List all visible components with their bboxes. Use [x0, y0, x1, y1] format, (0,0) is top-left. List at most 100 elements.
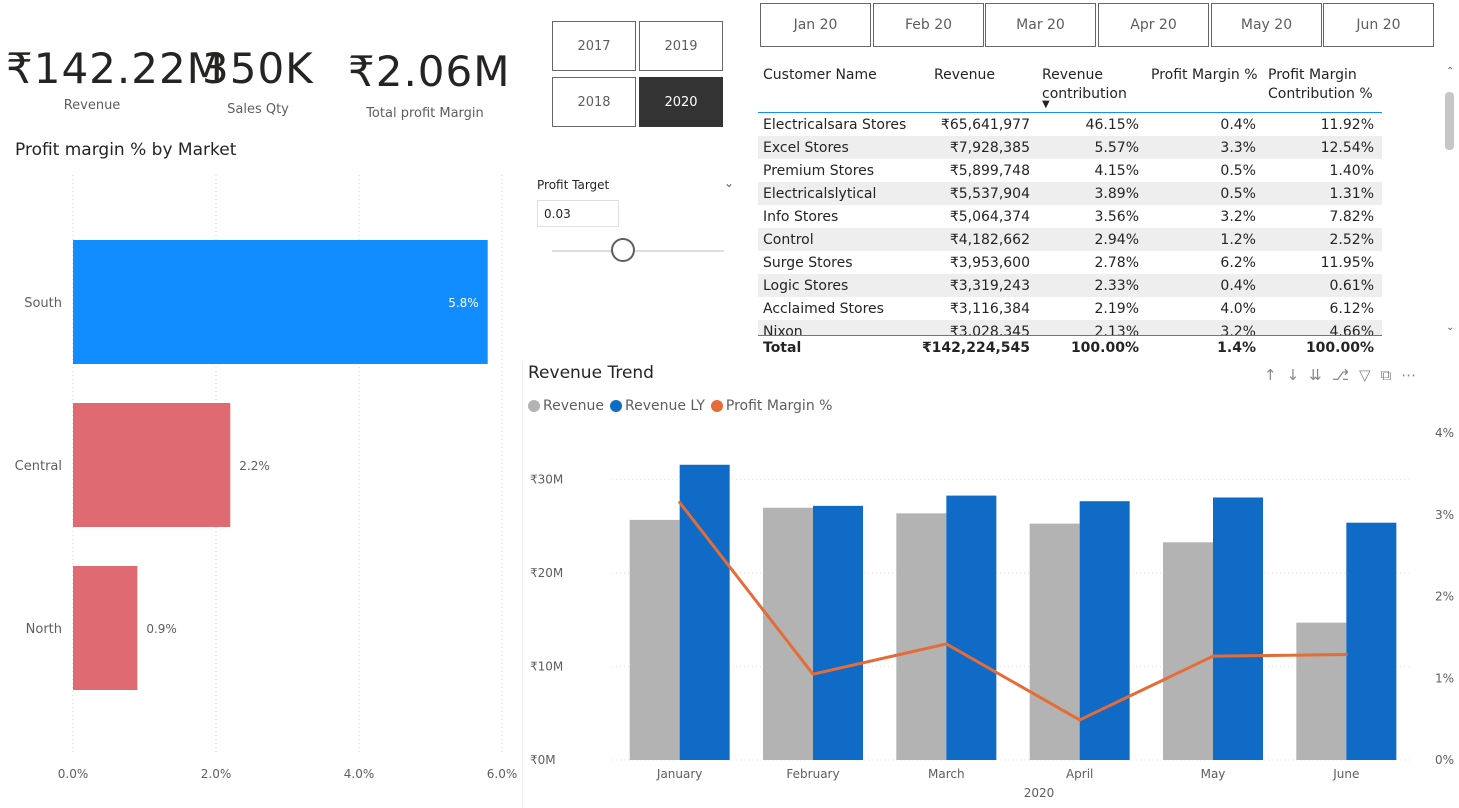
profit-margin-cell: 3.3% — [1220, 139, 1256, 156]
profit-margin-contribution-cell: 12.54% — [1320, 139, 1374, 156]
x-tick-label: June — [1332, 767, 1359, 781]
bar-revenue — [1163, 542, 1213, 760]
table-row[interactable]: Premium Stores ₹5,899,748 4.15% 0.5% 1.40% — [758, 159, 1382, 182]
table-row[interactable]: Excel Stores ₹7,928,385 5.57% 3.3% 12.54% — [758, 136, 1382, 159]
header-profit-margin[interactable]: Profit Margin % — [1151, 67, 1258, 83]
revenue-cell: ₹3,116,384 — [949, 300, 1030, 317]
header-customer-name[interactable]: Customer Name — [763, 67, 877, 83]
table-row[interactable]: Info Stores ₹5,064,374 3.56% 3.2% 7.82% — [758, 205, 1382, 228]
table-row[interactable]: Acclaimed Stores ₹3,116,384 2.19% 4.0% 6.12% — [758, 297, 1382, 320]
more-options-icon[interactable]: ⋯ — [1401, 366, 1417, 384]
revenue-contribution-cell: 2.78% — [1094, 254, 1139, 271]
profit-target-input[interactable]: 0.03 — [537, 200, 619, 227]
bar-revenue-ly — [946, 495, 997, 760]
header-divider — [758, 112, 1382, 113]
x-tick-label: May — [1201, 767, 1226, 781]
customer-name-cell: Nixon — [763, 323, 803, 336]
table-body[interactable]: Electricalsara Stores ₹65,641,977 46.15% 0.… — [758, 113, 1382, 335]
x-tick-label: January — [656, 767, 703, 781]
total-revenue: ₹142,224,545 — [921, 339, 1030, 356]
revenue-cell: ₹7,928,385 — [949, 139, 1030, 156]
customer-name-cell: Premium Stores — [763, 162, 875, 179]
total-profit-margin: 1.4% — [1217, 339, 1256, 356]
legend-item[interactable]: Revenue — [528, 398, 604, 414]
x-tick-label: April — [1066, 767, 1093, 781]
profit-margin-cell: 3.2% — [1220, 208, 1256, 225]
month-option-jun[interactable]: Jun 20 — [1323, 3, 1434, 47]
x-tick-label: 0.0% — [58, 767, 89, 781]
bar-revenue — [1029, 523, 1080, 760]
table-row[interactable]: Nixon ₹3,028,345 2.13% 3.2% 4.66% — [758, 320, 1382, 335]
y2-tick-label: 4% — [1435, 426, 1454, 440]
slider-track[interactable] — [552, 250, 724, 252]
header-revenue[interactable]: Revenue — [934, 67, 995, 83]
expand-hierarchy-icon[interactable]: ⎇ — [1331, 366, 1350, 384]
slider-thumb[interactable] — [610, 238, 635, 262]
header-revenue-contribution[interactable]: Revenue contribution — [1042, 67, 1127, 102]
month-option-may[interactable]: May 20 — [1211, 3, 1322, 47]
year-option-2018[interactable]: 2018 — [552, 77, 636, 127]
revenue-contribution-cell: 4.15% — [1094, 162, 1139, 179]
revenue-contribution-cell: 2.33% — [1094, 277, 1139, 294]
revenue-cell: ₹65,641,977 — [940, 116, 1030, 133]
revenue-cell: ₹5,064,374 — [949, 208, 1030, 225]
legend-item[interactable]: Revenue LY — [609, 398, 705, 414]
year-option-2017[interactable]: 2017 — [552, 21, 636, 71]
sort-desc-icon[interactable]: ▼ — [1042, 99, 1050, 110]
profit-margin-contribution-cell: 2.52% — [1329, 231, 1374, 248]
line-point — [1344, 653, 1348, 657]
profit-margin-cell: 4.0% — [1220, 300, 1256, 317]
customer-name-cell: Electricalsara Stores — [763, 116, 907, 133]
table-row[interactable]: Electricalsara Stores ₹65,641,977 46.15% 0.… — [758, 113, 1382, 136]
market-bar-chart: 0.0% 2.0% 4.0% 6.0% South 5.8% Central 2.2% Nort… — [15, 175, 517, 781]
drill-up-icon[interactable]: ↑ — [1264, 366, 1277, 384]
drill-down-icon[interactable]: ↓ — [1286, 366, 1300, 384]
table-row[interactable]: Electricalslytical ₹5,537,904 3.89% 0.5% 1.3… — [758, 182, 1382, 205]
next-level-icon[interactable]: ⇊ — [1309, 366, 1322, 384]
legend-item[interactable]: Profit Margin % — [710, 398, 833, 414]
month-option-feb[interactable]: Feb 20 — [873, 3, 984, 47]
visual-header-toolbar: ↑ ↓ ⇊ ⎇ ▽ ⧉ ⋯ — [1264, 366, 1416, 384]
profit-margin-cell: 0.5% — [1220, 185, 1256, 202]
revenue-contribution-cell: 2.94% — [1094, 231, 1139, 248]
profit-margin-cell: 1.2% — [1220, 231, 1256, 248]
scroll-down-icon[interactable]: ⌄ — [1446, 322, 1455, 333]
table-row[interactable]: Control ₹4,182,662 2.94% 1.2% 2.52% — [758, 228, 1382, 251]
bar-revenue — [896, 513, 947, 760]
month-option-apr[interactable]: Apr 20 — [1098, 3, 1209, 47]
customer-name-cell: Excel Stores — [763, 139, 849, 156]
table-row[interactable]: Logic Stores ₹3,319,243 2.33% 0.4% 0.61% — [758, 274, 1382, 297]
revenue-contribution-cell: 2.19% — [1094, 300, 1139, 317]
profit-margin-cell: 6.2% — [1220, 254, 1256, 271]
year-option-2019[interactable]: 2019 — [639, 21, 723, 71]
legend-label: Profit Margin % — [725, 398, 833, 414]
bar-revenue-ly — [679, 464, 730, 760]
profit-margin-contribution-cell: 6.12% — [1329, 300, 1374, 317]
bar-revenue — [629, 519, 680, 760]
table-scrollbar-thumb[interactable] — [1445, 92, 1454, 150]
scroll-up-icon[interactable]: ⌃ — [1446, 66, 1455, 77]
x-tick-label: 2.0% — [201, 767, 232, 781]
month-option-mar[interactable]: Mar 20 — [985, 3, 1096, 47]
year-option-2020[interactable]: 2020 — [639, 77, 723, 127]
y2-tick-label: 1% — [1435, 671, 1454, 685]
customer-table: Customer Name Revenue Revenue contributi… — [758, 60, 1382, 360]
legend-marker — [528, 400, 540, 412]
total-revenue-contribution: 100.00% — [1070, 339, 1139, 356]
header-profit-margin-contribution[interactable]: Profit Margin Contribution % — [1268, 67, 1373, 102]
customer-name-cell: Electricalslytical — [763, 185, 877, 202]
chevron-down-icon[interactable]: ⌄ — [724, 176, 735, 190]
filter-icon[interactable]: ▽ — [1359, 366, 1371, 384]
y-tick-label: ₹10M — [530, 660, 563, 674]
total-profit-margin-contribution: 100.00% — [1305, 339, 1374, 356]
line-point — [944, 642, 948, 646]
kpi-label: Revenue — [63, 98, 121, 113]
x-tick-label: February — [786, 767, 839, 781]
table-row[interactable]: Surge Stores ₹3,953,600 2.78% 6.2% 11.95% — [758, 251, 1382, 274]
month-option-jan[interactable]: Jan 20 — [760, 3, 871, 47]
focus-mode-icon[interactable]: ⧉ — [1380, 366, 1392, 384]
x-tick-label: March — [928, 767, 965, 781]
revenue-cell: ₹5,537,904 — [949, 185, 1030, 202]
revenue-contribution-cell: 46.15% — [1085, 116, 1139, 133]
data-label: 5.8% — [448, 296, 479, 310]
